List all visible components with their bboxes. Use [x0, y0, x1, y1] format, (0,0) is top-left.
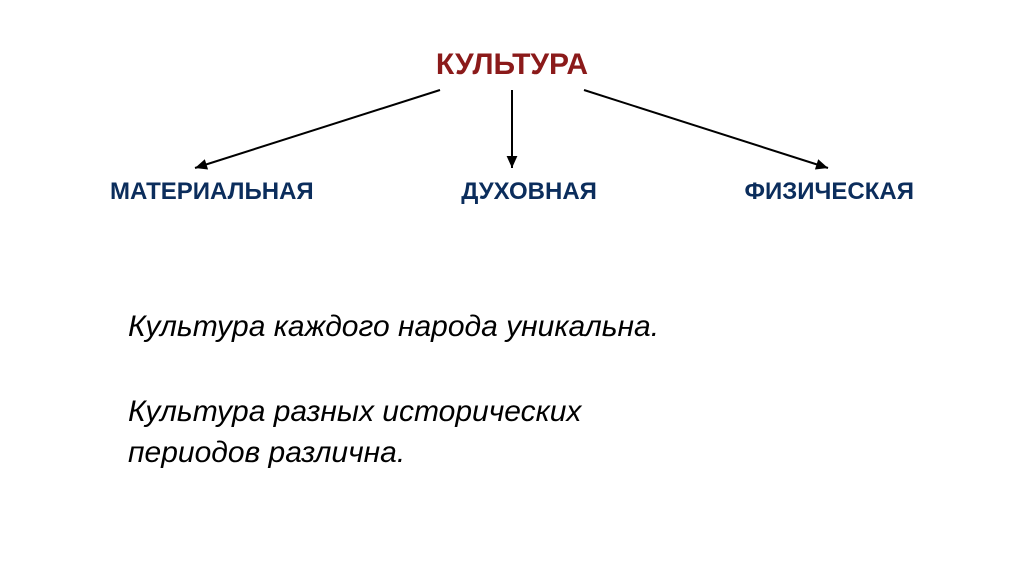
children-row: МАТЕРИАЛЬНАЯ ДУХОВНАЯ ФИЗИЧЕСКАЯ [0, 178, 1024, 206]
root-node: КУЛЬТУРА [436, 48, 588, 82]
statement-line-2: Культура разных исторических периодов ра… [128, 392, 688, 473]
arrows-svg [0, 86, 1024, 176]
statement-line-1: Культура каждого народа уникальна. [128, 310, 688, 344]
child-material: МАТЕРИАЛЬНАЯ [110, 178, 314, 206]
child-physical: ФИЗИЧЕСКАЯ [745, 178, 914, 206]
child-spiritual: ДУХОВНАЯ [461, 178, 597, 206]
statements-block: Культура каждого народа уникальна. Культ… [128, 310, 688, 473]
